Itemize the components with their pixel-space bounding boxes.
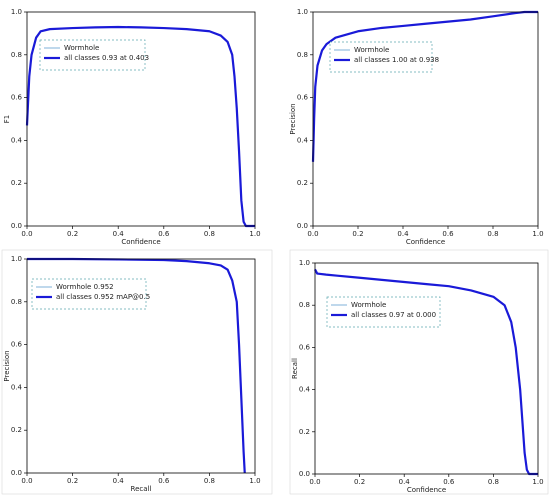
y-tick-label: 1.0 bbox=[299, 259, 310, 267]
y-tick-label: 0.4 bbox=[11, 136, 23, 144]
legend-box bbox=[329, 41, 433, 73]
x-tick-label: 0.4 bbox=[113, 230, 125, 238]
panel-frame bbox=[289, 249, 549, 495]
legend-label: all classes 0.952 mAP@0.5 bbox=[56, 293, 150, 301]
y-tick-label: 0.6 bbox=[11, 94, 23, 102]
series-line bbox=[314, 268, 538, 476]
axes-frame bbox=[26, 258, 256, 474]
y-tick-label: 1.0 bbox=[297, 8, 308, 16]
y-tick-label: 0.0 bbox=[11, 469, 22, 477]
x-tick-label: 1.0 bbox=[249, 230, 260, 238]
x-tick-label: 0.0 bbox=[309, 478, 320, 486]
x-tick-label: 0.6 bbox=[442, 230, 454, 238]
y-axis-label: Recall bbox=[291, 358, 299, 379]
y-axis-label: Precision bbox=[289, 103, 297, 134]
y-tick-label: 1.0 bbox=[11, 8, 22, 16]
y-tick-label: 0.4 bbox=[11, 383, 23, 391]
y-tick-label: 0.0 bbox=[11, 222, 22, 230]
y-tick-label: 0.8 bbox=[297, 51, 308, 59]
y-tick-label: 0.4 bbox=[297, 136, 309, 144]
legend-label: Wormhole 0.952 bbox=[56, 283, 114, 291]
x-tick-label: 1.0 bbox=[249, 477, 260, 485]
legend-label: Wormhole bbox=[351, 301, 386, 309]
legend-label: Wormhole bbox=[354, 46, 389, 54]
x-tick-label: 0.8 bbox=[488, 478, 499, 486]
x-tick-label: 0.8 bbox=[204, 477, 215, 485]
x-tick-label: 0.4 bbox=[399, 478, 411, 486]
y-tick-label: 0.0 bbox=[299, 470, 310, 478]
x-tick-label: 0.6 bbox=[443, 478, 455, 486]
y-axis-label: Precision bbox=[3, 350, 11, 381]
x-tick-label: 0.8 bbox=[487, 230, 498, 238]
x-tick-label: 0.2 bbox=[354, 478, 365, 486]
legend-label: all classes 0.97 at 0.000 bbox=[351, 311, 436, 319]
x-axis-label: Confidence bbox=[407, 486, 446, 494]
x-tick-label: 0.8 bbox=[204, 230, 215, 238]
legend-label: all classes 0.93 at 0.403 bbox=[64, 54, 149, 62]
x-tick-label: 0.2 bbox=[352, 230, 363, 238]
axes-frame bbox=[26, 11, 256, 227]
axes-frame bbox=[312, 11, 539, 227]
legend-label: all classes 1.00 at 0.938 bbox=[354, 56, 439, 64]
legend-box bbox=[39, 39, 146, 71]
x-tick-label: 0.0 bbox=[21, 477, 32, 485]
series-line bbox=[25, 25, 255, 228]
y-tick-label: 1.0 bbox=[11, 255, 22, 263]
y-tick-label: 0.6 bbox=[297, 94, 309, 102]
x-tick-label: 0.0 bbox=[307, 230, 318, 238]
x-axis-label: Confidence bbox=[121, 238, 160, 246]
x-tick-label: 0.2 bbox=[67, 230, 78, 238]
panel-frame bbox=[1, 249, 273, 495]
series-line bbox=[311, 10, 538, 162]
y-tick-label: 0.2 bbox=[11, 179, 22, 187]
x-tick-label: 0.0 bbox=[21, 230, 32, 238]
y-axis-label: F1 bbox=[3, 115, 11, 123]
y-tick-label: 0.4 bbox=[299, 386, 311, 394]
x-tick-label: 0.4 bbox=[113, 477, 125, 485]
y-tick-label: 0.2 bbox=[11, 426, 22, 434]
x-tick-label: 1.0 bbox=[532, 230, 543, 238]
y-tick-label: 0.8 bbox=[11, 298, 22, 306]
y-tick-label: 0.8 bbox=[11, 51, 22, 59]
legend-box bbox=[31, 278, 147, 310]
y-tick-label: 0.6 bbox=[299, 343, 311, 351]
x-axis-label: Recall bbox=[131, 485, 152, 493]
x-tick-label: 0.6 bbox=[158, 230, 170, 238]
axes-frame bbox=[314, 262, 539, 475]
series-line bbox=[27, 257, 246, 474]
x-tick-label: 1.0 bbox=[532, 478, 543, 486]
x-axis-label: Confidence bbox=[406, 238, 445, 246]
legend-label: Wormhole bbox=[64, 44, 99, 52]
y-tick-label: 0.8 bbox=[299, 301, 310, 309]
y-tick-label: 0.6 bbox=[11, 341, 23, 349]
y-tick-label: 0.0 bbox=[297, 222, 308, 230]
x-tick-label: 0.2 bbox=[67, 477, 78, 485]
y-tick-label: 0.2 bbox=[299, 428, 310, 436]
x-tick-label: 0.4 bbox=[397, 230, 409, 238]
legend-box bbox=[326, 296, 441, 328]
x-tick-label: 0.6 bbox=[158, 477, 170, 485]
y-tick-label: 0.2 bbox=[297, 179, 308, 187]
